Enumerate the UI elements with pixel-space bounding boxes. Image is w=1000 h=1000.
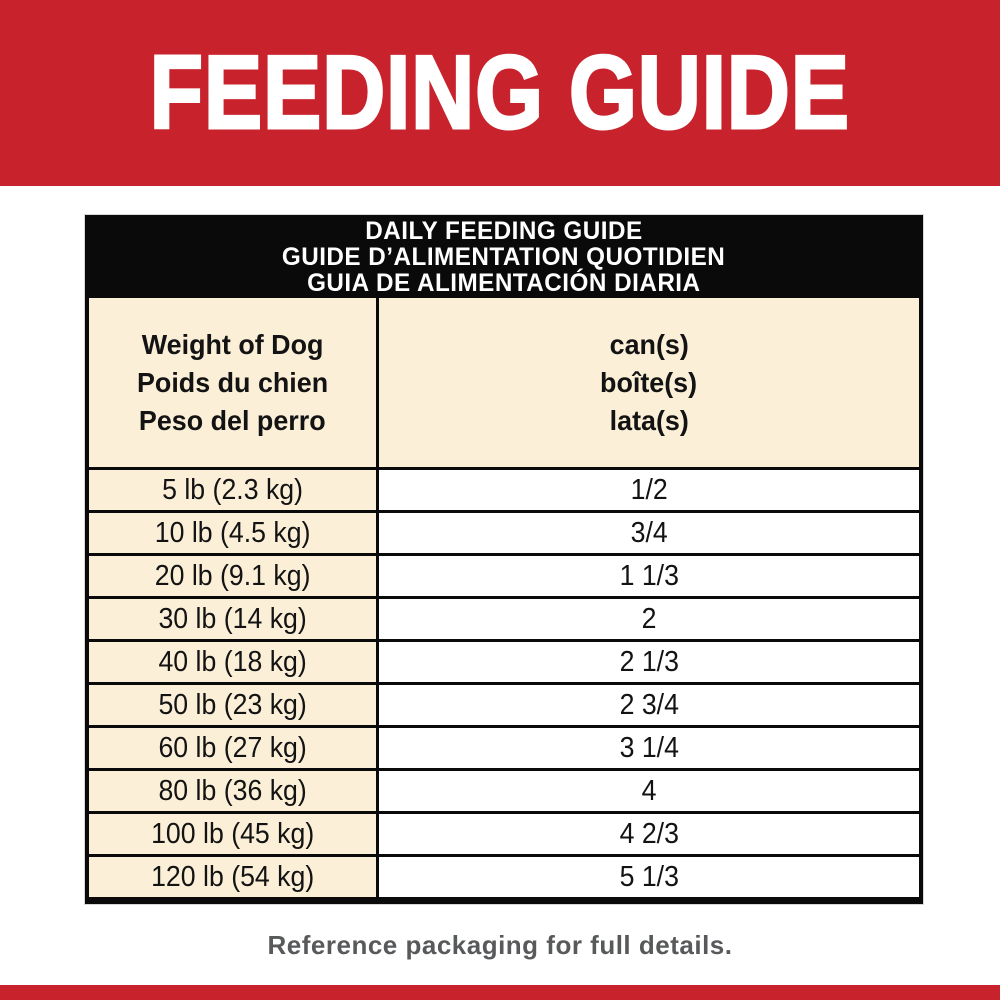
table-title-en: DAILY FEEDING GUIDE: [365, 217, 643, 245]
table-row: 60 lb (27 kg) 3 1/4: [89, 728, 919, 768]
cans-label-en: can(s): [609, 328, 689, 360]
cans-value: 2 1/3: [619, 645, 679, 678]
feeding-guide-banner: FEEDING GUIDE: [0, 0, 1000, 186]
weight-label-en: Weight of Dog: [141, 328, 324, 360]
table-row: 120 lb (54 kg) 5 1/3: [89, 857, 919, 897]
weight-value: 10 lb (4.5 kg): [154, 516, 311, 549]
bottom-red-strip: [0, 985, 1000, 1000]
table-row: 50 lb (23 kg) 2 3/4: [89, 685, 919, 725]
cans-value: 4 2/3: [619, 817, 679, 850]
cans-cell: 1 1/3: [379, 556, 919, 596]
banner-title: FEEDING GUIDE: [149, 35, 851, 151]
cans-cell: 2 3/4: [379, 685, 919, 725]
weight-value: 60 lb (27 kg): [158, 731, 307, 764]
table-row: 20 lb (9.1 kg) 1 1/3: [89, 556, 919, 596]
table-title-band: DAILY FEEDING GUIDE GUIDE D’ALIMENTATION…: [89, 217, 919, 297]
weight-cell: 50 lb (23 kg): [89, 685, 376, 725]
weight-label-es: Peso del perro: [139, 404, 326, 436]
cans-value: 3/4: [630, 516, 668, 549]
column-header-row: Weight of Dog Poids du chien Peso del pe…: [89, 298, 919, 467]
weight-value: 100 lb (45 kg): [150, 817, 315, 850]
cans-value: 2: [641, 602, 657, 635]
footer-note: Reference packaging for full details.: [267, 930, 733, 960]
weight-value: 80 lb (36 kg): [158, 774, 307, 807]
weight-cell: 60 lb (27 kg): [89, 728, 376, 768]
weight-label-fr: Poids du chien: [136, 366, 329, 398]
table-row: 5 lb (2.3 kg) 1/2: [89, 470, 919, 510]
cans-label-es: lata(s): [609, 404, 689, 436]
cans-value: 2 3/4: [619, 688, 679, 721]
cans-cell: 4 2/3: [379, 814, 919, 854]
cans-value: 5 1/3: [619, 860, 679, 893]
weight-cell: 100 lb (45 kg): [89, 814, 376, 854]
cans-value: 3 1/4: [619, 731, 679, 764]
cans-label-fr: boîte(s): [600, 366, 698, 398]
cans-cell: 3 1/4: [379, 728, 919, 768]
table-row: 80 lb (36 kg) 4: [89, 771, 919, 811]
table-title-fr: GUIDE D’ALIMENTATION QUOTIDIEN: [282, 243, 726, 271]
cans-cell: 2: [379, 599, 919, 639]
cans-value: 1 1/3: [619, 559, 679, 592]
cans-cell: 2 1/3: [379, 642, 919, 682]
cans-cell: 4: [379, 771, 919, 811]
column-header-cans: can(s) boîte(s) lata(s): [379, 298, 919, 467]
column-header-weight: Weight of Dog Poids du chien Peso del pe…: [89, 298, 376, 467]
weight-cell: 30 lb (14 kg): [89, 599, 376, 639]
weight-cell: 120 lb (54 kg): [89, 857, 376, 897]
table-row: 10 lb (4.5 kg) 3/4: [89, 513, 919, 553]
weight-value: 20 lb (9.1 kg): [154, 559, 311, 592]
daily-feeding-guide-table: DAILY FEEDING GUIDE GUIDE D’ALIMENTATION…: [85, 215, 923, 904]
table-title-es: GUIA DE ALIMENTACIÓN DIARIA: [307, 269, 701, 297]
weight-value: 40 lb (18 kg): [158, 645, 307, 678]
weight-value: 5 lb (2.3 kg): [162, 473, 303, 506]
weight-cell: 5 lb (2.3 kg): [89, 470, 376, 510]
weight-cell: 80 lb (36 kg): [89, 771, 376, 811]
table-row: 40 lb (18 kg) 2 1/3: [89, 642, 919, 682]
cans-value: 1/2: [630, 473, 668, 506]
weight-cell: 40 lb (18 kg): [89, 642, 376, 682]
cans-cell: 3/4: [379, 513, 919, 553]
weight-value: 30 lb (14 kg): [158, 602, 307, 635]
weight-cell: 20 lb (9.1 kg): [89, 556, 376, 596]
weight-cell: 10 lb (4.5 kg): [89, 513, 376, 553]
weight-value: 120 lb (54 kg): [150, 860, 315, 893]
cans-value: 4: [641, 774, 657, 807]
cans-cell: 1/2: [379, 470, 919, 510]
table-row: 30 lb (14 kg) 2: [89, 599, 919, 639]
cans-cell: 5 1/3: [379, 857, 919, 897]
weight-value: 50 lb (23 kg): [158, 688, 307, 721]
table-row: 100 lb (45 kg) 4 2/3: [89, 814, 919, 854]
